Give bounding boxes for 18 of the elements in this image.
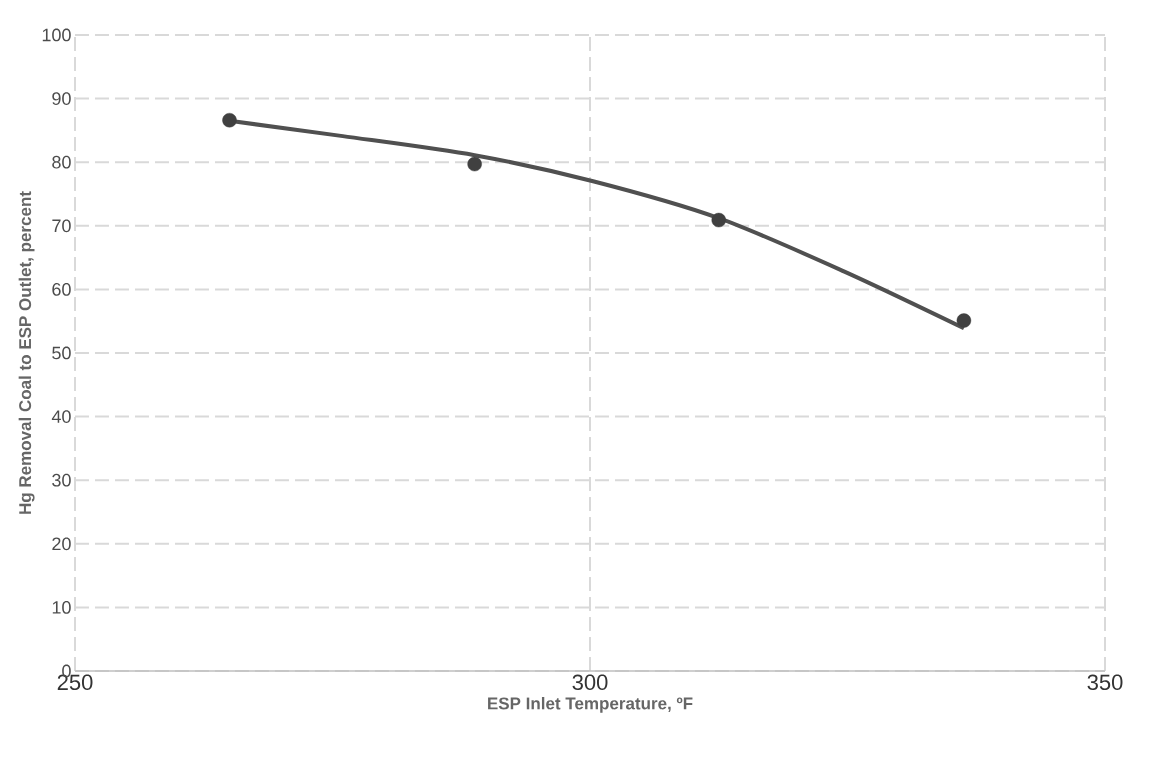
x-axis-title: ESP Inlet Temperature, ºF — [488, 696, 693, 713]
y-tick-label: 50 — [52, 346, 71, 360]
x-tick-label: 300 — [572, 674, 608, 691]
point — [222, 113, 237, 128]
point — [467, 156, 482, 172]
y-tick-label: 60 — [52, 283, 71, 296]
x-tick-label: 350 — [1087, 674, 1123, 691]
y-tick-label: 90 — [52, 92, 71, 105]
y-tick-label: 70 — [52, 219, 71, 233]
y-tick-label: 10 — [52, 601, 71, 614]
y-tick-label: 100 — [42, 28, 71, 42]
point — [956, 313, 972, 328]
point — [711, 212, 726, 228]
y-tick-label: 40 — [51, 410, 71, 423]
y-axis-title: Hg Removal Coal to ESP Outlet, percent — [18, 191, 35, 514]
y-tick-label: 20 — [52, 537, 71, 551]
y-tick-label: 30 — [52, 473, 71, 487]
y-tick-label: 80 — [52, 155, 71, 169]
